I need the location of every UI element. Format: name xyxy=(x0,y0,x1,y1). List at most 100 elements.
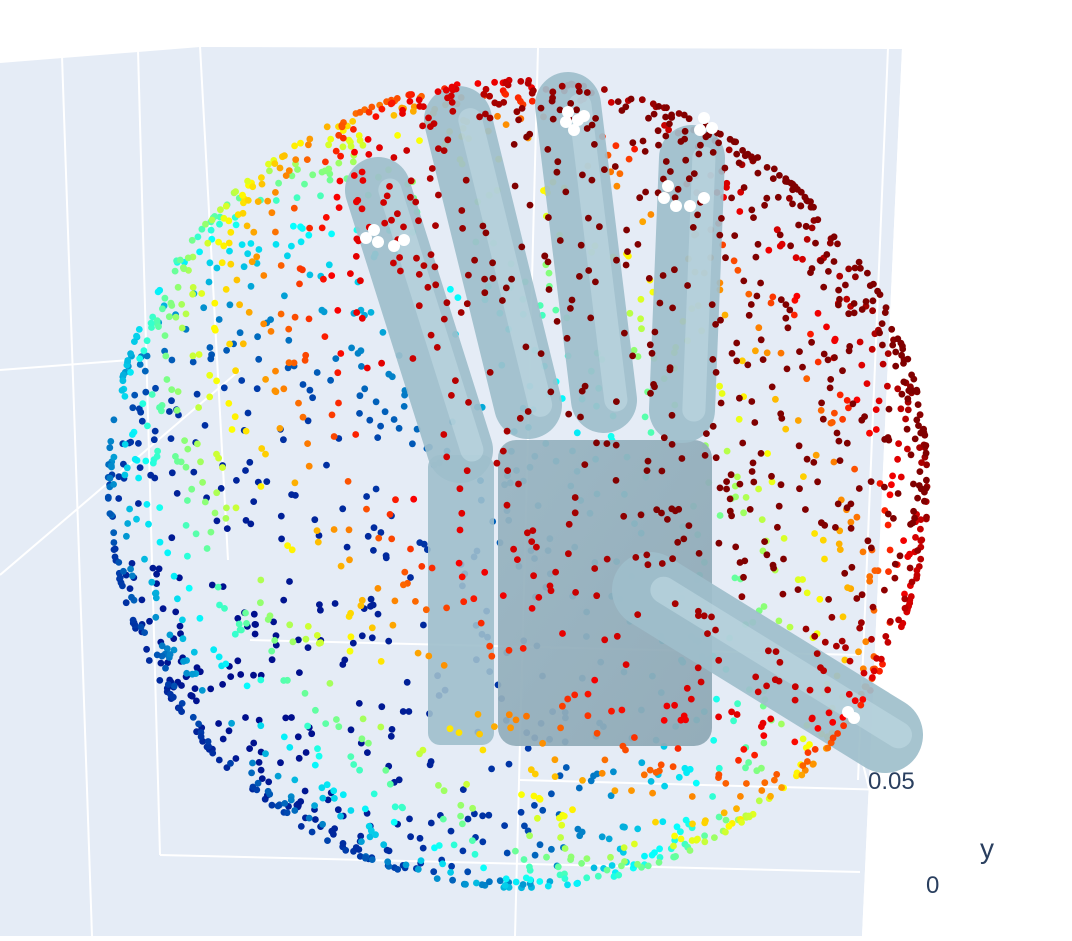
point-1978 xyxy=(243,682,251,690)
point-146 xyxy=(585,267,593,274)
point-2193 xyxy=(281,292,288,300)
point-1935 xyxy=(196,248,204,256)
point-2214 xyxy=(797,188,805,196)
point-744 xyxy=(841,656,849,664)
point-667 xyxy=(864,269,871,277)
point-1033 xyxy=(129,572,136,580)
point-100 xyxy=(784,324,792,332)
point-1520 xyxy=(791,696,799,704)
point-1326 xyxy=(703,430,710,437)
point-805 xyxy=(285,167,293,175)
point-640 xyxy=(575,784,583,792)
point-2325 xyxy=(128,593,135,601)
point-2126 xyxy=(357,347,365,355)
point-1042 xyxy=(901,595,909,603)
point-1141 xyxy=(247,240,255,247)
point-850 xyxy=(615,871,623,879)
point-1262 xyxy=(807,269,814,276)
point-2219 xyxy=(662,113,669,121)
point-847 xyxy=(796,485,803,493)
point-1574 xyxy=(122,599,130,607)
point-1413 xyxy=(469,804,476,812)
point-405 xyxy=(695,550,703,557)
point-1756 xyxy=(406,815,413,823)
point-1977 xyxy=(923,476,930,484)
point-1093 xyxy=(106,474,114,482)
point-1147 xyxy=(590,864,598,872)
point-891 xyxy=(779,590,787,598)
point-1901 xyxy=(601,636,609,644)
point-2271 xyxy=(668,411,676,419)
point-1422 xyxy=(494,112,501,120)
point-2246 xyxy=(651,383,658,391)
point-919 xyxy=(782,301,790,308)
point-2184 xyxy=(140,347,148,355)
point-1245 xyxy=(211,299,219,307)
point-1092 xyxy=(249,183,257,191)
point-2288 xyxy=(168,534,176,542)
point-1433 xyxy=(401,568,409,576)
point-2034 xyxy=(124,357,132,364)
point-222 xyxy=(736,208,744,215)
point-2324 xyxy=(732,138,740,146)
point-16 xyxy=(365,739,372,747)
point-1698 xyxy=(576,88,583,95)
point-1381 xyxy=(791,183,799,191)
point-632 xyxy=(450,841,458,849)
point-1526 xyxy=(859,548,867,556)
ring-finger-highlight xyxy=(568,93,628,412)
point-1930 xyxy=(339,840,347,847)
point-49 xyxy=(733,339,741,347)
point-1228 xyxy=(443,453,451,461)
point-1387 xyxy=(280,436,287,444)
point-1704 xyxy=(749,459,757,467)
point-1625 xyxy=(390,154,398,161)
point-456 xyxy=(227,228,235,236)
point-586 xyxy=(286,578,293,585)
point-2124 xyxy=(154,288,162,296)
point-739 xyxy=(272,189,279,196)
point-785 xyxy=(322,720,330,727)
point-898 xyxy=(206,344,214,351)
point-854 xyxy=(168,397,175,405)
point-1334 xyxy=(414,649,422,657)
point-2174 xyxy=(608,707,615,715)
point-2065 xyxy=(264,616,272,623)
point-1694 xyxy=(637,315,644,323)
point-754 xyxy=(485,811,493,819)
point-565 xyxy=(372,485,380,493)
point-1 xyxy=(605,835,613,843)
point-1491 xyxy=(578,860,585,867)
point-1761 xyxy=(821,521,829,529)
point-525 xyxy=(482,229,490,237)
point-760 xyxy=(426,175,434,182)
point-1079 xyxy=(137,623,145,631)
point-629 xyxy=(189,290,197,298)
point-868 xyxy=(587,314,595,322)
point-1508 xyxy=(150,436,158,444)
point-639 xyxy=(629,352,636,360)
point-1410 xyxy=(834,240,841,248)
point-374 xyxy=(189,352,197,360)
point-282 xyxy=(154,447,162,455)
point-522 xyxy=(845,265,853,273)
point-1722 xyxy=(152,613,160,621)
point-2118 xyxy=(914,401,922,408)
point-1603 xyxy=(188,670,196,678)
point-2022 xyxy=(671,507,679,515)
point-2159 xyxy=(110,546,118,553)
point-2373 xyxy=(202,220,209,228)
point-329 xyxy=(723,478,730,485)
point-634 xyxy=(462,880,469,888)
point-1258 xyxy=(916,411,924,419)
point-964 xyxy=(721,311,729,319)
point-1638 xyxy=(634,611,642,618)
point-605 xyxy=(557,724,564,732)
point-1153 xyxy=(407,177,415,185)
point-266 xyxy=(161,294,169,302)
point-746 xyxy=(751,751,758,759)
point-939 xyxy=(835,301,842,309)
point-580 xyxy=(857,264,864,272)
